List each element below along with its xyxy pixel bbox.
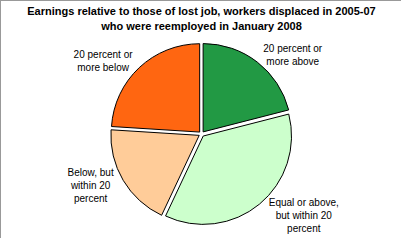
- svg-text:20 percent ormore below: 20 percent ormore below: [74, 49, 134, 73]
- svg-text:20 percent ormore above: 20 percent ormore above: [263, 43, 323, 67]
- svg-text:Below, butwithin 20percent: Below, butwithin 20percent: [68, 167, 114, 204]
- svg-text:Earnings relative to those of: Earnings relative to those of lost job, …: [27, 5, 375, 31]
- svg-text:Equal or above,but within 20pe: Equal or above,but within 20percent: [269, 197, 339, 234]
